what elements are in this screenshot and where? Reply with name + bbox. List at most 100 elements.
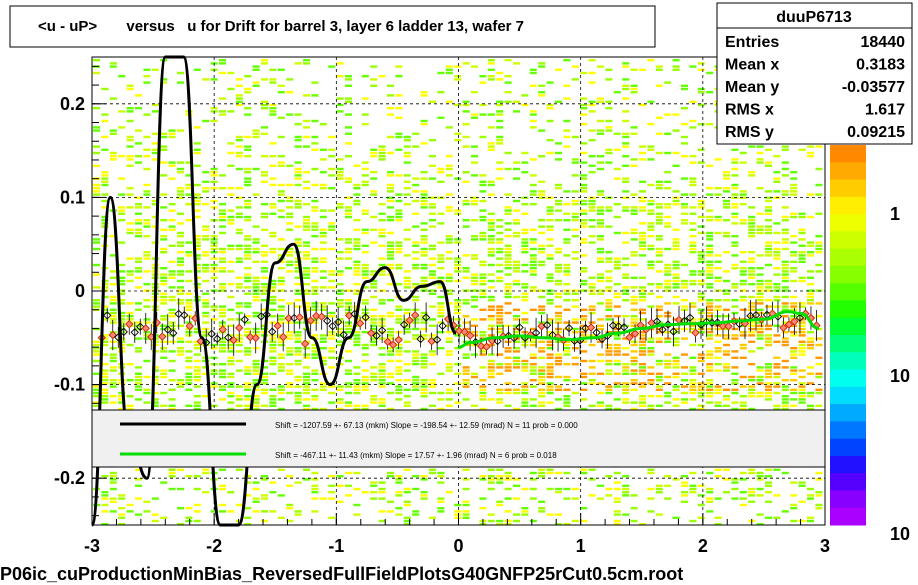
profile-point <box>372 331 381 340</box>
profile-point <box>685 313 695 322</box>
profile-point <box>295 313 304 322</box>
profile-point <box>493 336 502 346</box>
profile-point <box>388 340 398 349</box>
profile-point <box>108 330 117 340</box>
profile-point <box>394 335 403 345</box>
profile-point <box>268 327 277 336</box>
colorbar-cell <box>830 179 866 198</box>
profile-point <box>460 327 469 337</box>
colorbar-cell <box>830 438 866 457</box>
colorbar-cell <box>830 369 866 388</box>
y-tick-label: 0 <box>75 281 85 301</box>
profile-point <box>262 310 271 319</box>
x-tick-label: -2 <box>206 536 222 556</box>
profile-point <box>290 313 299 323</box>
profile-point <box>328 322 337 331</box>
profile-point <box>366 328 376 338</box>
colorbar-cell <box>830 265 866 284</box>
stats-frame <box>716 2 913 145</box>
profile-point <box>482 342 491 351</box>
colorbar-cell <box>830 473 866 491</box>
profile-point <box>707 318 717 327</box>
legend-text-black: Shift = -1207.59 +- 67.13 (mkm) Slope = … <box>275 421 578 430</box>
colorbar-label: 10 <box>890 524 910 544</box>
profile-point <box>240 315 249 324</box>
profile-point <box>416 334 425 344</box>
profile-point <box>581 324 590 333</box>
profile-point <box>322 316 332 326</box>
fit-legend: Shift = -1207.59 +- 67.13 (mkm) Slope = … <box>91 409 826 468</box>
colorbar-label: 10 <box>890 366 910 386</box>
colorbar-cell <box>830 317 866 336</box>
colorbar-cell <box>830 145 866 163</box>
profile-point <box>130 328 139 337</box>
stats-label: Entries <box>725 34 779 51</box>
stats-label: Mean y <box>725 79 779 96</box>
colorbar-cell <box>830 300 866 319</box>
footer-filename: P06ic_cuProductionMinBias_ReversedFullFi… <box>0 564 683 584</box>
profile-point <box>306 316 315 325</box>
colorbar-label: 1 <box>890 204 900 224</box>
profile-point <box>438 321 447 331</box>
profile-point <box>586 323 596 332</box>
profile-point <box>251 333 260 343</box>
profile-point <box>669 327 678 336</box>
profile-point <box>663 320 673 329</box>
profile-point <box>312 311 321 321</box>
profile-point <box>169 328 178 338</box>
colorbar-cell <box>830 248 866 267</box>
profile-point <box>790 317 799 326</box>
profile-point <box>476 341 486 351</box>
profile-point <box>125 320 134 329</box>
profile-point <box>691 328 700 337</box>
stats-value: 18440 <box>861 34 906 51</box>
stats-value: -0.03577 <box>842 79 905 96</box>
profile-point <box>399 320 409 329</box>
colorbar-cell <box>830 490 866 509</box>
y-tick-label: 0.1 <box>60 187 85 207</box>
profile-point <box>224 333 233 342</box>
x-tick-label: -1 <box>328 536 344 556</box>
profile-point <box>674 315 684 325</box>
x-tick-label: 0 <box>453 536 463 556</box>
stats-label: Mean x <box>725 57 779 74</box>
profile-point <box>515 323 524 332</box>
x-tick-label: 3 <box>820 536 830 556</box>
profile-point <box>163 325 172 334</box>
profile-point <box>317 312 326 321</box>
title-box: <u - uP> versus u for Drift for barrel 3… <box>9 5 656 48</box>
profile-point <box>174 309 183 319</box>
fit-curve-green <box>458 310 820 349</box>
profile-point <box>724 322 733 331</box>
legend-box <box>91 409 826 468</box>
y-tick-label: -0.1 <box>54 375 85 395</box>
x-tick-label: 2 <box>698 536 708 556</box>
profile-point <box>779 323 788 332</box>
profile-point <box>180 310 189 320</box>
stats-name: duuP6713 <box>776 9 852 26</box>
profile-point <box>355 319 365 328</box>
profile-point <box>141 324 150 333</box>
title-frame <box>9 5 656 48</box>
profile-point <box>432 335 442 344</box>
profile-point <box>185 321 194 331</box>
colorbar-cell <box>830 455 866 474</box>
colorbar: 1011010 <box>830 44 910 544</box>
profile-point <box>658 325 667 334</box>
profile-point <box>564 323 574 333</box>
profile-point <box>273 321 282 331</box>
profile-point <box>361 313 370 322</box>
y-tick-label: -0.2 <box>54 468 85 488</box>
colorbar-cell <box>830 231 866 250</box>
profile-point <box>652 317 662 326</box>
profile-point <box>213 334 222 344</box>
profile-point <box>246 332 255 342</box>
profile-point <box>784 320 794 329</box>
profile-point <box>718 321 728 331</box>
profile-point <box>608 321 618 330</box>
heatmap-cells <box>93 59 823 526</box>
profile-point <box>301 339 310 348</box>
colorbar-cell <box>830 352 866 371</box>
